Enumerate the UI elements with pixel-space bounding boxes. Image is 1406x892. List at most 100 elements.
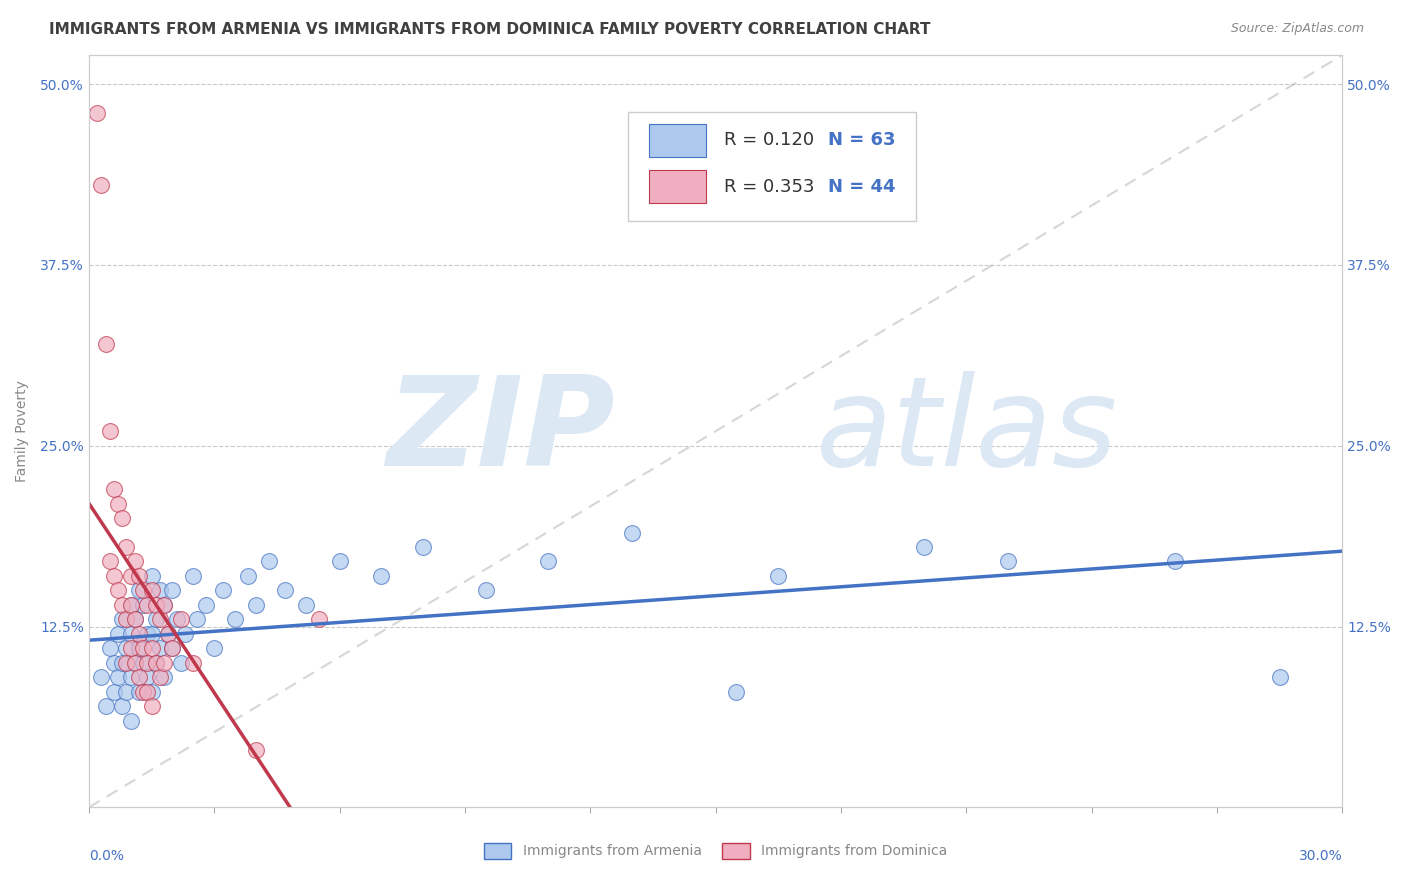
Point: [111, 511, 134, 525]
Point: [124, 656, 146, 670]
Point: [245, 598, 267, 612]
Point: [149, 612, 172, 626]
Point: [145, 612, 167, 626]
Point: [120, 641, 142, 656]
Text: R = 0.120: R = 0.120: [724, 131, 814, 149]
Point: [245, 742, 267, 756]
Point: [328, 554, 350, 568]
Point: [124, 554, 146, 568]
Point: [115, 684, 138, 698]
Point: [107, 627, 129, 641]
Text: 0.0%: 0.0%: [89, 849, 124, 863]
Point: [120, 598, 142, 612]
Point: [181, 569, 204, 583]
Point: [149, 670, 172, 684]
Point: [141, 583, 163, 598]
Text: R = 0.353: R = 0.353: [724, 178, 815, 195]
Point: [186, 612, 208, 626]
Point: [128, 641, 150, 656]
Point: [725, 684, 748, 698]
Point: [224, 612, 246, 626]
Point: [295, 598, 318, 612]
Point: [94, 337, 117, 351]
Point: [274, 583, 297, 598]
FancyBboxPatch shape: [628, 112, 917, 220]
Point: [124, 612, 146, 626]
Text: ZIP: ZIP: [387, 371, 616, 491]
Point: [236, 569, 259, 583]
Point: [90, 178, 112, 193]
Point: [257, 554, 280, 568]
Point: [157, 627, 180, 641]
Point: [153, 598, 176, 612]
Text: Source: ZipAtlas.com: Source: ZipAtlas.com: [1230, 22, 1364, 36]
Point: [115, 641, 138, 656]
Point: [153, 598, 176, 612]
Point: [768, 569, 790, 583]
Point: [170, 656, 193, 670]
Point: [98, 424, 121, 438]
Point: [174, 627, 197, 641]
Point: [94, 699, 117, 714]
Point: [620, 525, 643, 540]
Point: [120, 670, 142, 684]
Point: [412, 540, 434, 554]
Point: [107, 583, 129, 598]
Point: [120, 569, 142, 583]
Point: [136, 670, 159, 684]
Text: IMMIGRANTS FROM ARMENIA VS IMMIGRANTS FROM DOMINICA FAMILY POVERTY CORRELATION C: IMMIGRANTS FROM ARMENIA VS IMMIGRANTS FR…: [49, 22, 931, 37]
Point: [157, 627, 180, 641]
Point: [914, 540, 936, 554]
Point: [120, 627, 142, 641]
Point: [149, 641, 172, 656]
Point: [194, 598, 217, 612]
Point: [98, 554, 121, 568]
Point: [211, 583, 233, 598]
Point: [111, 598, 134, 612]
Point: [141, 569, 163, 583]
Point: [170, 612, 193, 626]
Point: [141, 699, 163, 714]
Point: [132, 684, 155, 698]
Point: [115, 612, 138, 626]
Text: atlas: atlas: [815, 371, 1118, 491]
Point: [141, 641, 163, 656]
Point: [115, 656, 138, 670]
Point: [111, 612, 134, 626]
Point: [103, 684, 125, 698]
Point: [128, 583, 150, 598]
Point: [128, 684, 150, 698]
Point: [166, 612, 188, 626]
Point: [128, 670, 150, 684]
Point: [308, 612, 330, 626]
Point: [107, 497, 129, 511]
Bar: [650, 170, 706, 203]
Point: [997, 554, 1019, 568]
Point: [181, 656, 204, 670]
Point: [107, 670, 129, 684]
Point: [370, 569, 392, 583]
Bar: [650, 124, 706, 157]
Point: [162, 583, 184, 598]
Point: [153, 670, 176, 684]
Point: [145, 656, 167, 670]
Point: [120, 598, 142, 612]
Text: 30.0%: 30.0%: [1299, 849, 1343, 863]
Point: [162, 641, 184, 656]
Point: [120, 714, 142, 728]
Point: [111, 699, 134, 714]
Point: [132, 598, 155, 612]
Point: [132, 656, 155, 670]
Point: [132, 583, 155, 598]
Point: [111, 656, 134, 670]
Point: [141, 627, 163, 641]
Text: N = 44: N = 44: [828, 178, 896, 195]
Point: [115, 540, 138, 554]
Point: [136, 598, 159, 612]
Point: [128, 627, 150, 641]
Legend: Immigrants from Armenia, Immigrants from Dominica: Immigrants from Armenia, Immigrants from…: [478, 838, 953, 864]
Point: [153, 656, 176, 670]
Point: [136, 627, 159, 641]
Point: [202, 641, 225, 656]
Point: [162, 641, 184, 656]
